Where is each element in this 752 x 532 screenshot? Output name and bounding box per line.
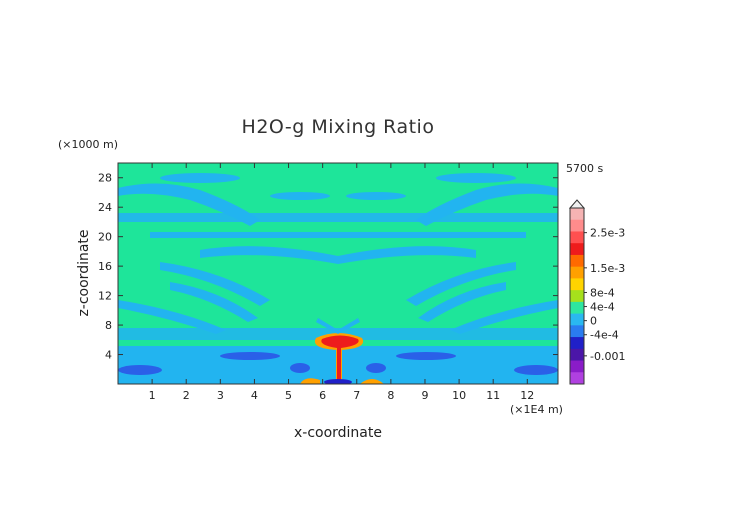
x-tick-label: 1 [149, 389, 156, 402]
x-tick-label: 8 [387, 389, 394, 402]
colorbar-swatch [570, 372, 584, 385]
colorbar-swatch [570, 278, 584, 291]
colorbar-swatch [570, 231, 584, 244]
colorbar-swatch [570, 290, 584, 303]
colorbar-swatch [570, 360, 584, 373]
colorbar-swatch [570, 325, 584, 338]
x-axis-label: x-coordinate [294, 425, 382, 441]
y-axis: 4 8 12 16 20 24 28 [98, 172, 558, 362]
y-tick-label: 28 [98, 172, 112, 185]
colorbar-swatch [570, 313, 584, 326]
colorbar-swatch [570, 337, 584, 350]
plot-frame [117, 162, 559, 385]
x-axis: 1 2 3 4 5 6 7 8 9 10 11 12 [149, 163, 534, 402]
colorbar-label: 2.5e-3 [590, 227, 625, 240]
colorbar: 2.5e-3 1.5e-3 8e-4 4e-40-4e-4 -0.001 [568, 199, 625, 385]
x-tick-label: 3 [217, 389, 224, 402]
colorbar-label: 1.5e-3 [590, 262, 625, 275]
colorbar-label: 8e-4 [590, 286, 615, 299]
y-tick-label: 4 [105, 349, 112, 362]
colorbar-swatch [570, 301, 584, 315]
y-tick-label: 24 [98, 201, 112, 214]
x-tick-label: 11 [486, 389, 500, 402]
x-unit-label: (×1E4 m) [510, 403, 563, 416]
x-tick-label: 10 [452, 389, 466, 402]
plot-field [118, 163, 558, 384]
colorbar-label: -4e-4 [590, 329, 619, 342]
colorbar-extend-arrow [568, 199, 586, 209]
chart-title: H2O-g Mixing Ratio [242, 116, 435, 138]
x-tick-label: 6 [319, 389, 326, 402]
colorbar-label: -0.001 [590, 350, 625, 363]
x-tick-label: 7 [353, 389, 360, 402]
y-tick-label: 8 [105, 319, 112, 332]
y-tick-label: 12 [98, 290, 112, 303]
colorbar-swatch [570, 266, 584, 279]
colorbar-label: 4e-4 [590, 301, 615, 314]
colorbar-swatch [570, 208, 584, 221]
colorbar-frame [569, 207, 585, 385]
negative-lenses [118, 352, 558, 375]
time-label: 5700 s [566, 162, 603, 175]
x-tick-label: 12 [520, 389, 534, 402]
x-tick-label: 4 [251, 389, 258, 402]
x-tick-label: 2 [183, 389, 190, 402]
y-axis-label: z-coordinate [76, 229, 92, 316]
y-unit-label: (×1000 m) [58, 138, 118, 151]
colorbar-swatch [570, 243, 584, 256]
colorbar-swatch [570, 348, 584, 362]
colorbar-swatch [570, 254, 584, 268]
x-tick-label: 9 [421, 389, 428, 402]
colorbar-label: 0 [590, 315, 597, 328]
central-plume [300, 318, 384, 384]
y-tick-label: 16 [98, 260, 112, 273]
y-tick-label: 20 [98, 231, 112, 244]
x-tick-label: 5 [285, 389, 292, 402]
colorbar-swatch [570, 219, 584, 232]
